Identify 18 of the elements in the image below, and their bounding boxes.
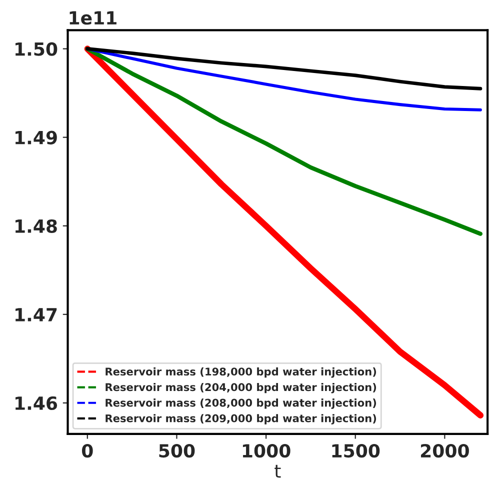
text: 1e11 bbox=[70, 11, 116, 25]
y-tick-label: 1.46 bbox=[16, 396, 58, 410]
y-tick-label: 1.47 bbox=[16, 308, 57, 322]
line-series bbox=[86, 47, 482, 90]
y-tick-label: 1.49 bbox=[16, 130, 57, 144]
x-tick-label: 0 bbox=[82, 444, 93, 458]
y-tick-label: 1.50 bbox=[16, 42, 58, 56]
y-tick-label: 1.48 bbox=[16, 219, 57, 233]
line-series bbox=[85, 46, 482, 236]
x-tick-label: 500 bbox=[159, 444, 195, 458]
x-axis-title: t bbox=[274, 464, 281, 478]
legend-label: Reservoir mass (204,000 bpd water injection) bbox=[106, 382, 376, 394]
legend-label: Reservoir mass (208,000 bpd water injection) bbox=[106, 398, 376, 409]
legend-label: Reservoir mass (198,000 bpd water injection) bbox=[106, 367, 376, 378]
legend-label: Reservoir mass (209,000 bpd water injection) bbox=[106, 414, 376, 424]
x-tick-label: 2000 bbox=[420, 444, 469, 458]
x-tick-label: 1000 bbox=[242, 444, 290, 458]
x-tick-label: 1500 bbox=[332, 444, 380, 458]
